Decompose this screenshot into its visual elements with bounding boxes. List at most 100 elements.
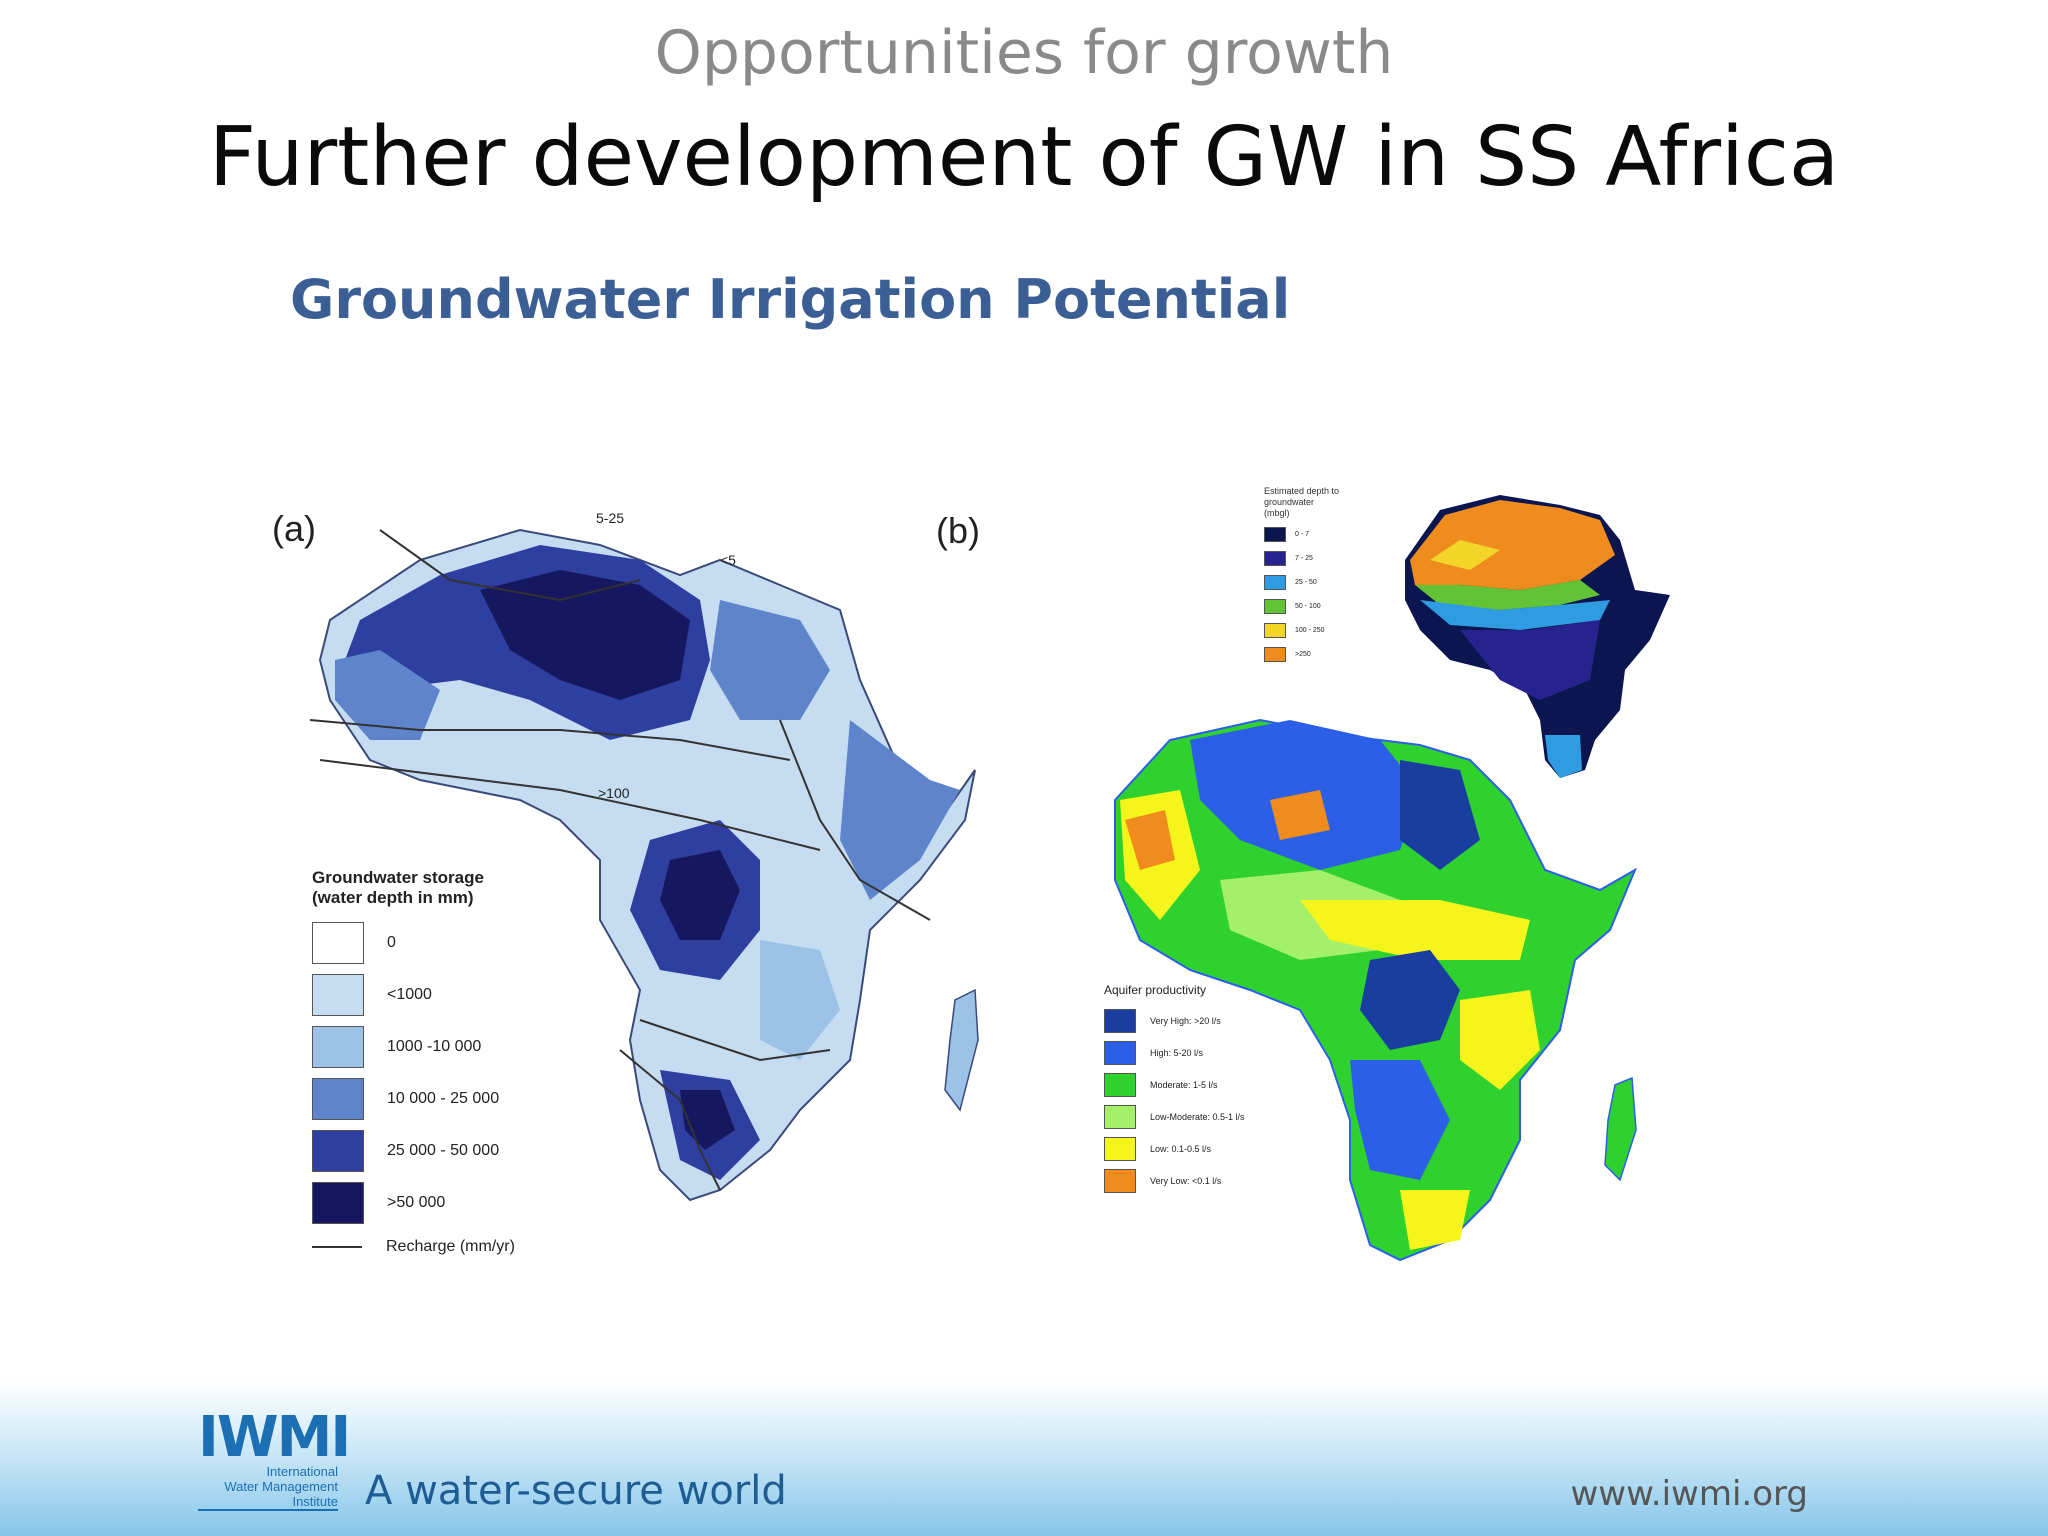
depth-region-south	[1545, 735, 1582, 778]
legend-a-item: 1000 -10 000	[312, 1026, 612, 1068]
contour-label-lt5: <5	[720, 552, 736, 568]
logo-line-2: Water Management	[224, 1479, 338, 1494]
aquifer-region-low-sahel	[1300, 900, 1530, 960]
legend-c: Estimated depth to groundwater (mbgl) 0 …	[1264, 486, 1394, 671]
legend-a-swatch	[312, 1078, 364, 1120]
legend-c-swatch	[1264, 623, 1286, 638]
recharge-contour-3	[319, 759, 821, 851]
legend-c-swatch	[1264, 647, 1286, 662]
aquifer-region-high-south	[1350, 1060, 1450, 1180]
legend-b-item: Very High: >20 l/s	[1104, 1009, 1364, 1033]
legend-b-swatch	[1104, 1073, 1136, 1097]
depth-region-50-100	[1415, 580, 1600, 610]
legend-a-item: 0	[312, 922, 612, 964]
legend-c-swatch	[1264, 527, 1286, 542]
groundwater-storage-map: 5-25 <5 >100	[309, 510, 979, 1202]
panel-label-b: (b)	[936, 510, 980, 551]
legend-a-item: 25 000 - 50 000	[312, 1130, 612, 1172]
legend-c-swatch	[1264, 599, 1286, 614]
legend-a-label: 10 000 - 25 000	[387, 1090, 500, 1107]
depth-region-100-250	[1430, 540, 1500, 570]
panel-label-a: (a)	[272, 508, 316, 549]
slide-kicker: Opportunities for growth	[654, 18, 1394, 88]
legend-a-recharge: Recharge (mm/yr)	[312, 1238, 612, 1256]
legend-c-label: 50 - 100	[1295, 603, 1321, 610]
legend-a-label: 0	[387, 934, 396, 951]
legend-c-item: 7 - 25	[1264, 551, 1394, 566]
depth-region-25-50	[1420, 600, 1610, 630]
legend-a-label: 25 000 - 50 000	[387, 1142, 500, 1159]
legend-c-title-2: groundwater	[1264, 497, 1315, 507]
legend-c-item: 50 - 100	[1264, 599, 1394, 614]
legend-b-swatch	[1104, 1009, 1136, 1033]
legend-a-swatch	[312, 922, 364, 964]
legend-c-swatch	[1264, 551, 1286, 566]
madagascar-a	[944, 988, 979, 1112]
legend-c-item: >250	[1264, 647, 1394, 662]
legend-a-label: >50 000	[387, 1194, 446, 1211]
aquifer-region-verylow-west	[1125, 810, 1175, 870]
legend-b-label: High: 5-20 l/s	[1150, 1048, 1204, 1058]
legend-c-item: 25 - 50	[1264, 575, 1394, 590]
legend-c-label: 7 - 25	[1295, 555, 1313, 562]
groundwater-depth-map	[1405, 495, 1670, 778]
legend-c-label: >250	[1295, 651, 1311, 658]
aquifer-productivity-map	[1114, 718, 1638, 1262]
logo-word: IWMI	[198, 1405, 351, 1470]
legend-c-item: 100 - 250	[1264, 623, 1394, 638]
legend-b-label: Very High: >20 l/s	[1150, 1016, 1221, 1026]
legend-a-item: <1000	[312, 974, 612, 1016]
legend-a-label: <1000	[387, 986, 432, 1003]
legend-b-item: Low: 0.1-0.5 l/s	[1104, 1137, 1364, 1161]
legend-a-swatch	[312, 1026, 364, 1068]
legend-a-title-1: Groundwater storage	[312, 868, 484, 887]
storage-region-horn	[840, 720, 960, 900]
slide-subtitle: Groundwater Irrigation Potential	[290, 268, 1291, 331]
footer-url[interactable]: www.iwmi.org	[1570, 1474, 1808, 1514]
legend-c-title-3: (mbgl)	[1264, 508, 1290, 518]
legend-b: Aquifer productivity Very High: >20 l/s H…	[1104, 983, 1364, 1201]
legend-b-item: Moderate: 1-5 l/s	[1104, 1073, 1364, 1097]
legend-b-swatch	[1104, 1041, 1136, 1065]
legend-b-swatch	[1104, 1105, 1136, 1129]
recharge-contour-6	[619, 1049, 721, 1191]
storage-region-congo-core	[660, 850, 740, 940]
legend-a-item: 10 000 - 25 000	[312, 1078, 612, 1120]
legend-c-title-1: Estimated depth to	[1264, 486, 1340, 496]
legend-b-title: Aquifer productivity	[1104, 983, 1207, 997]
contour-label-gt100: >100	[598, 785, 630, 801]
logo-line-1: International	[266, 1464, 338, 1479]
recharge-line-swatch	[312, 1246, 362, 1248]
legend-b-item: Very Low: <0.1 l/s	[1104, 1169, 1364, 1193]
recharge-contour-5	[639, 1019, 831, 1062]
legend-b-label: Low: 0.1-0.5 l/s	[1150, 1144, 1212, 1154]
legend-c-label: 100 - 250	[1295, 627, 1325, 634]
aquifer-region-verylow-sahara	[1270, 790, 1330, 840]
legend-a-item: >50 000	[312, 1182, 612, 1224]
legend-a-swatch	[312, 1182, 364, 1224]
recharge-contour-4	[779, 719, 931, 921]
legend-b-label: Low-Moderate: 0.5-1 l/s	[1150, 1112, 1245, 1122]
legend-a-title-2: (water depth in mm)	[312, 888, 474, 907]
legend-b-swatch	[1104, 1137, 1136, 1161]
legend-a-swatch	[312, 1130, 364, 1172]
legend-c-swatch	[1264, 575, 1286, 590]
storage-region-eastafrica	[760, 940, 840, 1060]
legend-b-item: High: 5-20 l/s	[1104, 1041, 1364, 1065]
legend-c-label: 0 - 7	[1295, 531, 1310, 538]
legend-b-item: Low-Moderate: 0.5-1 l/s	[1104, 1105, 1364, 1129]
footer-band	[0, 1380, 2048, 1536]
legend-b-label: Very Low: <0.1 l/s	[1150, 1176, 1222, 1186]
contour-label-5-25: 5-25	[596, 510, 624, 526]
footer-tagline: A water-secure world	[365, 1468, 787, 1514]
iwmi-logo: IWMI International Water Management Inst…	[198, 1405, 351, 1511]
legend-a-label: 1000 -10 000	[387, 1038, 482, 1055]
legend-a: Groundwater storage (water depth in mm) …	[312, 868, 612, 1256]
storage-region-sahara-core	[480, 570, 690, 700]
aquifer-region-veryhigh-1	[1400, 760, 1480, 870]
depth-region-7-25	[1460, 620, 1600, 700]
aquifer-region-veryhigh-congo	[1360, 950, 1460, 1050]
aquifer-region-low-south	[1400, 1190, 1470, 1250]
aquifer-region-low-east	[1460, 990, 1540, 1090]
madagascar-b	[1604, 1076, 1637, 1182]
